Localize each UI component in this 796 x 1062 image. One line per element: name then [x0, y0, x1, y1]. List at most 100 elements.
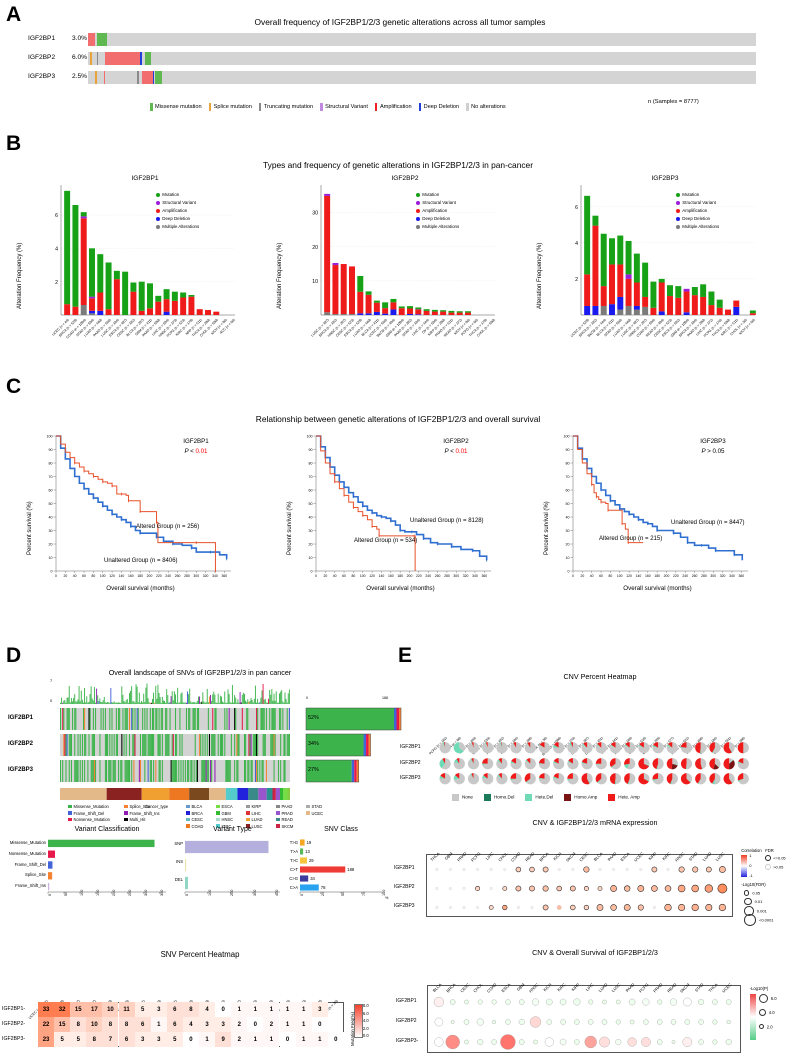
panel-e-mrna-grid [426, 854, 734, 917]
svg-text:20: 20 [312, 245, 318, 251]
panel-e-mrna-size-title: -Log10(FDR) [741, 882, 766, 887]
panel-c-altered-label: Altered Group (n = 215) [599, 536, 663, 542]
panel-d-subchart-category: Frame_Shift_Ins [15, 883, 46, 889]
panel-c-xlabel: Overall survival (months) [623, 585, 692, 592]
panel-e-mrna-dot-row [435, 903, 727, 912]
panel-c-altered-label: Altered Group (n = 256) [136, 524, 200, 530]
legend-label: GBM [221, 810, 231, 816]
panel-d-gene-summary-bar [305, 707, 402, 731]
legend-label: Amplification [379, 103, 412, 110]
panel-d-cancer-legend-title: Cancer_type [145, 804, 169, 809]
panel-d-snv-heatmap-cell: 1 [199, 1032, 216, 1047]
legend-item: Mutation [155, 191, 199, 199]
svg-text:200: 200 [664, 574, 670, 578]
legend-label: None [462, 794, 473, 800]
svg-text:10: 10 [49, 556, 53, 560]
legend-swatch [758, 1009, 766, 1017]
legend-label: <0.0001 [758, 917, 774, 923]
legend-swatch [246, 804, 250, 808]
legend-swatch [276, 811, 280, 815]
panel-e-cnv-pie-row [439, 742, 749, 754]
panel-d-bar-axis-max: 188 [382, 696, 388, 700]
panel-d-subchart-title: SNV Class [324, 826, 358, 833]
svg-text:80: 80 [309, 462, 313, 466]
panel-d-snv-heatmap-cell: 3 [199, 1017, 216, 1032]
legend-item: KIRC [216, 824, 246, 831]
svg-text:20: 20 [49, 543, 53, 547]
svg-text:0: 0 [311, 570, 313, 574]
svg-text:2: 2 [575, 277, 578, 283]
panel-e-os-colorbar [749, 994, 756, 1040]
svg-text:180: 180 [654, 574, 660, 578]
svg-text:40: 40 [73, 574, 77, 578]
svg-text:320: 320 [203, 574, 209, 578]
panel-d-snv-heatmap-cell: 6 [166, 1017, 183, 1032]
panel-d-subchart-category: Nonsense_Mutation [8, 850, 46, 856]
panel-a-alteration-segment [140, 52, 143, 65]
svg-text:320: 320 [463, 574, 469, 578]
legend-item: 0.05 [744, 890, 760, 896]
panel-d-subchart-category: C>T [289, 866, 298, 872]
legend-swatch [744, 898, 752, 906]
legend-swatch [415, 192, 420, 197]
panel-d-title: Overall landscape of SNVs of IGF2BP1/2/3… [108, 668, 292, 677]
panel-d-snv-heatmap-cell: 17 [86, 1002, 103, 1017]
panel-d-snv-heatmap-cell: 15 [70, 1002, 87, 1017]
legend-label: 0.01 [754, 899, 763, 905]
panel-d-snv-heatmap-row-label: IGF2BP1- [2, 1006, 26, 1012]
legend-label: Multiple Alterations [422, 224, 460, 229]
panel-e-cnv-row-label: IGF2BP1 [400, 744, 421, 750]
panel-d-snv-heatmap-cell: 2 [263, 1017, 280, 1032]
svg-text:240: 240 [425, 574, 431, 578]
panel-c-xlabel: Overall survival (months) [366, 585, 435, 592]
legend-item: Multiple Alterations [675, 223, 719, 231]
panel-b-chart-title: IGF2BP3 [651, 175, 679, 182]
panel-d-snv-heatmap-cell: 4 [199, 1002, 216, 1017]
legend-swatch [758, 994, 768, 1004]
legend-label: Structural Variant [682, 200, 716, 205]
legend-label: PRAD [281, 810, 293, 816]
legend-label: PAAD [281, 804, 293, 809]
legend-item: ESCA [216, 804, 246, 811]
legend-swatch [186, 804, 190, 808]
panel-c-pvalue: P < 0.01 [426, 448, 486, 455]
svg-text:0: 0 [568, 570, 570, 574]
panel-c-pvalue-prefix: P < [184, 448, 196, 455]
panel-e-cnv-mrna-title: CNV & IGF2BP1/2/3 mRNA expression [532, 818, 658, 827]
svg-text:40: 40 [566, 516, 570, 520]
panel-d-snv-heatmap-cell: 9 [215, 1032, 232, 1047]
panel-d-snv-heatmap-cell: 7 [102, 1032, 119, 1047]
legend-label: BRCA [191, 810, 203, 816]
panel-a-alteration-segment [88, 33, 95, 46]
legend-label: HNSC [221, 817, 234, 823]
panel-a-alteration-segment [137, 71, 139, 84]
panel-d-subchart-category: Frame_Shift_Del [14, 861, 46, 867]
panel-d-subchart-value: 78 [320, 884, 326, 890]
panel-d-subchart-value: 13 [305, 848, 310, 854]
legend-item: Structural Variant [320, 98, 368, 115]
svg-text:340: 340 [472, 574, 478, 578]
panel-d-snv-heatmap-cell: 8 [182, 1002, 199, 1017]
svg-text:100: 100 [307, 435, 313, 439]
panel-d-subchart-xtick: 0 [185, 893, 189, 896]
panel-c-unaltered-label: Unaltered Group (n = 8447) [671, 520, 745, 526]
legend-swatch [415, 224, 420, 229]
panel-b-chart-title: IGF2BP1 [131, 175, 159, 182]
panel-d-snv-heatmap-cell: 1 [279, 1017, 296, 1032]
legend-label: Multi_Hit [129, 817, 146, 823]
panel-d-subchart-value: 29 [308, 857, 314, 863]
panel-e-os-row-label: IGF2BP2 [396, 1018, 417, 1024]
panel-d-snv-heatmap-cell: 6 [166, 1002, 183, 1017]
panel-e-mrna-row-label: IGF2BP1 [394, 865, 415, 871]
legend-swatch [564, 793, 572, 801]
svg-text:30: 30 [312, 211, 318, 217]
svg-text:160: 160 [128, 574, 134, 578]
svg-text:120: 120 [109, 574, 115, 578]
svg-text:90: 90 [309, 448, 313, 452]
panel-c-pvalue-value: 0.05 [712, 448, 725, 455]
panel-a-bar-track [88, 33, 756, 46]
svg-text:30: 30 [566, 529, 570, 533]
legend-swatch [155, 192, 160, 197]
legend-label: Missense_Mutation [73, 804, 109, 809]
legend-item: Structural Variant [155, 199, 199, 207]
